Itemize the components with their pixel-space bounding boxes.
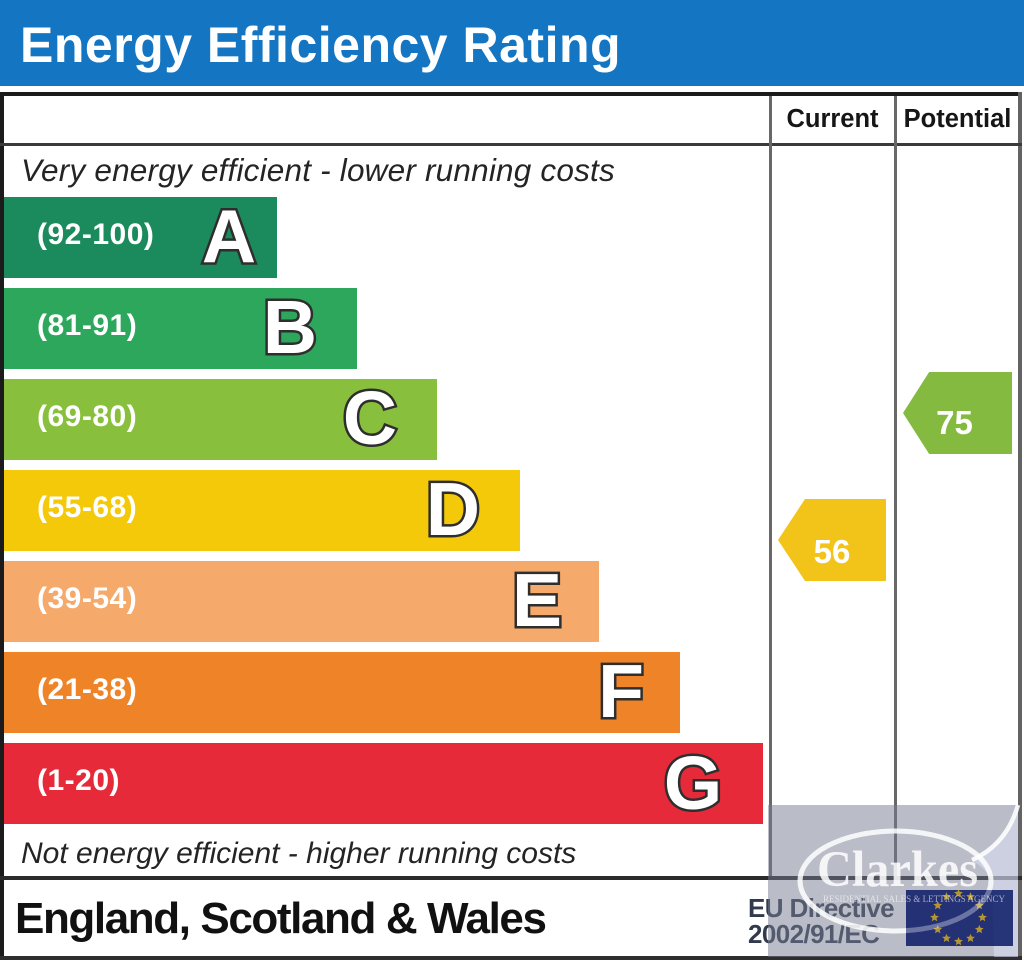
svg-text:RESIDENTIAL SALES & LETTINGS A: RESIDENTIAL SALES & LETTINGS AGENCY <box>823 895 1005 905</box>
svg-text:C: C <box>343 376 397 460</box>
svg-text:Clarkes: Clarkes <box>817 842 978 898</box>
svg-text:E: E <box>512 558 562 642</box>
svg-text:G: G <box>664 741 722 825</box>
svg-text:F: F <box>598 649 644 733</box>
svg-text:A: A <box>202 194 256 278</box>
svg-text:D: D <box>426 467 480 551</box>
svg-text:B: B <box>263 285 317 369</box>
